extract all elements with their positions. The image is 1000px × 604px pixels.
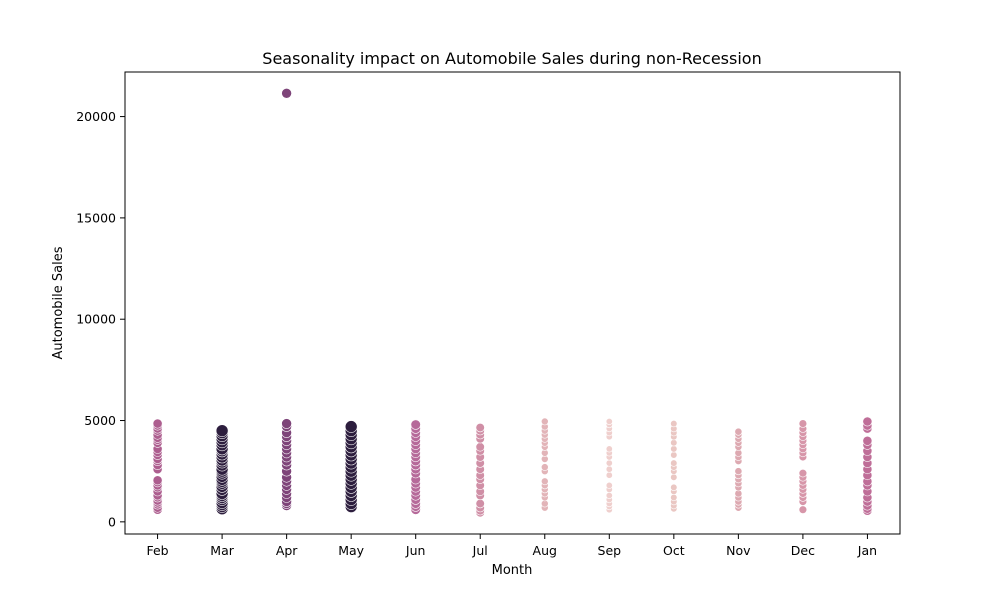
data-point: [670, 439, 678, 447]
x-tick-label: Feb: [146, 543, 168, 558]
data-point: [670, 451, 678, 459]
data-point: [344, 420, 358, 433]
chart-title: Seasonality impact on Automobile Sales d…: [262, 49, 761, 68]
points-layer: [152, 88, 873, 518]
data-point: [281, 88, 292, 99]
data-point: [605, 491, 613, 499]
data-point: [670, 483, 678, 492]
data-point: [670, 459, 678, 467]
y-tick-label: 0: [108, 514, 116, 529]
data-point: [152, 418, 163, 429]
y-tick-label: 10000: [76, 312, 116, 327]
data-point: [862, 435, 873, 446]
data-point: [475, 499, 485, 509]
y-axis-label: Automobile Sales: [51, 246, 66, 359]
x-tick-label: Jun: [405, 543, 426, 558]
data-point: [798, 419, 808, 428]
x-tick-label: Jan: [857, 543, 877, 558]
data-point: [605, 465, 613, 473]
x-tick-label: Nov: [726, 543, 751, 558]
y-tick-label: 20000: [76, 109, 116, 124]
plot-area-frame: [124, 71, 901, 535]
x-tick-label: Oct: [663, 543, 685, 558]
data-point: [215, 424, 229, 438]
data-point: [798, 505, 808, 514]
x-tick-label: Mar: [210, 543, 234, 558]
x-axis-label: Month: [492, 563, 533, 578]
data-point: [281, 418, 292, 429]
data-point: [605, 445, 613, 453]
data-point: [734, 427, 743, 436]
data-point: [734, 467, 743, 476]
data-point: [605, 471, 613, 479]
data-point: [475, 442, 485, 452]
x-tick-label: Dec: [791, 543, 815, 558]
y-tick-label: 15000: [76, 210, 116, 225]
data-point: [540, 417, 549, 426]
y-axis: 0 5000 10000 15000 20000: [76, 109, 125, 529]
data-point: [152, 475, 163, 486]
data-point: [670, 420, 678, 428]
data-point: [862, 416, 873, 427]
data-point: [475, 423, 485, 433]
data-point: [540, 463, 549, 471]
data-point: [605, 459, 613, 467]
x-tick-label: Apr: [276, 543, 298, 558]
x-tick-label: Sep: [598, 543, 622, 558]
data-point: [798, 469, 808, 478]
data-point: [540, 477, 549, 486]
data-point: [670, 493, 678, 502]
y-tick-label: 5000: [84, 413, 116, 428]
x-tick-label: May: [338, 543, 364, 558]
data-point: [605, 417, 613, 425]
x-tick-label: Aug: [533, 543, 557, 558]
data-point: [410, 419, 421, 430]
data-point: [670, 473, 678, 481]
data-point: [670, 445, 678, 453]
data-point: [605, 481, 613, 489]
x-axis: Feb Mar Apr May Jun Jul Aug Sep Oct Nov Dec Jan: [146, 534, 877, 558]
x-tick-label: Jul: [472, 543, 488, 558]
